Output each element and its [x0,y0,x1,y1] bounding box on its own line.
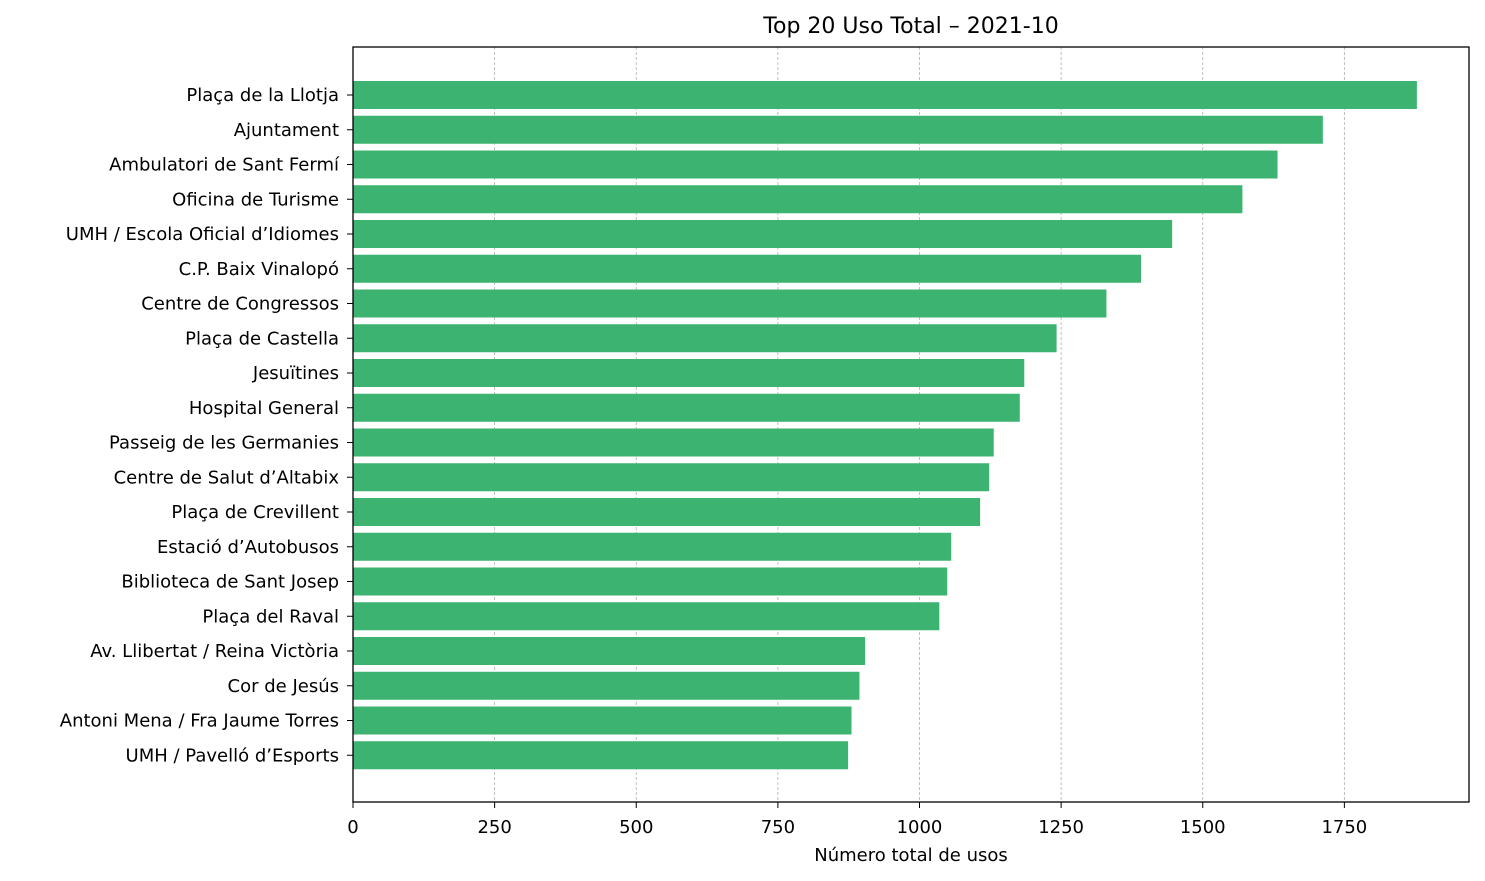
bar [353,706,852,735]
x-tick-label: 1500 [1180,817,1226,838]
bar [353,359,1025,387]
bar [353,671,860,700]
x-tick-label: 250 [477,817,511,838]
category-label: Passeig de les Germanies [109,433,339,454]
bar [353,220,1173,248]
category-label: Centre de Congressos [141,294,339,315]
category-label: Ajuntament [234,120,339,141]
chart-title: Top 20 Uso Total – 2021-10 [762,14,1058,39]
bars [353,81,1417,770]
bar [353,637,866,665]
category-label: Biblioteca de Sant Josep [121,572,339,593]
category-label: C.P. Baix Vinalopó [179,259,339,280]
bar [353,498,981,526]
bar [353,393,1020,422]
bar [353,463,990,492]
plot-frame [352,46,1470,803]
bar [353,567,948,596]
category-label: Oficina de Turisme [172,189,339,210]
category-label: Plaça de Crevillent [171,502,339,523]
bar [353,81,1417,109]
bar [353,602,940,631]
category-label: Av. Llibertat / Reina Victòria [90,641,339,662]
bar [353,185,1243,214]
bar [353,289,1107,318]
x-tick-label: 1250 [1038,817,1084,838]
category-label: Antoni Mena / Fra Jaume Torres [60,711,339,732]
x-tick-label: 1750 [1321,817,1367,838]
category-label: Jesuïtines [252,363,339,384]
bar [353,532,952,561]
bar [353,254,1141,283]
category-label: Centre de Salut d’Altabix [114,467,340,488]
category-label: Hospital General [189,398,339,419]
x-tick-labels: 0 250 500 750 1000 1250 1500 1750 [347,802,1367,838]
category-label: Ambulatori de Sant Fermí [109,155,340,176]
bar [353,324,1057,353]
bar [353,115,1323,144]
bar [353,150,1278,179]
x-tick-label: 1000 [897,817,943,838]
x-tick-label: 500 [619,817,653,838]
category-labels: Plaça de la Llotja Ajuntament Ambulatori d… [60,85,353,766]
x-tick-label: 750 [761,817,795,838]
category-label: UMH / Escola Oficial d’Idiomes [66,224,339,245]
category-label: UMH / Pavelló d’Esports [126,745,339,766]
bar [353,428,994,457]
category-label: Plaça del Raval [202,606,339,627]
x-tick-label: 0 [347,817,358,838]
category-label: Plaça de Castella [185,328,339,349]
category-label: Estació d’Autobusos [157,537,339,558]
category-label: Cor de Jesús [228,676,339,697]
x-axis-label: Número total de usos [814,845,1008,866]
category-label: Plaça de la Llotja [186,85,339,106]
bar [353,741,849,770]
